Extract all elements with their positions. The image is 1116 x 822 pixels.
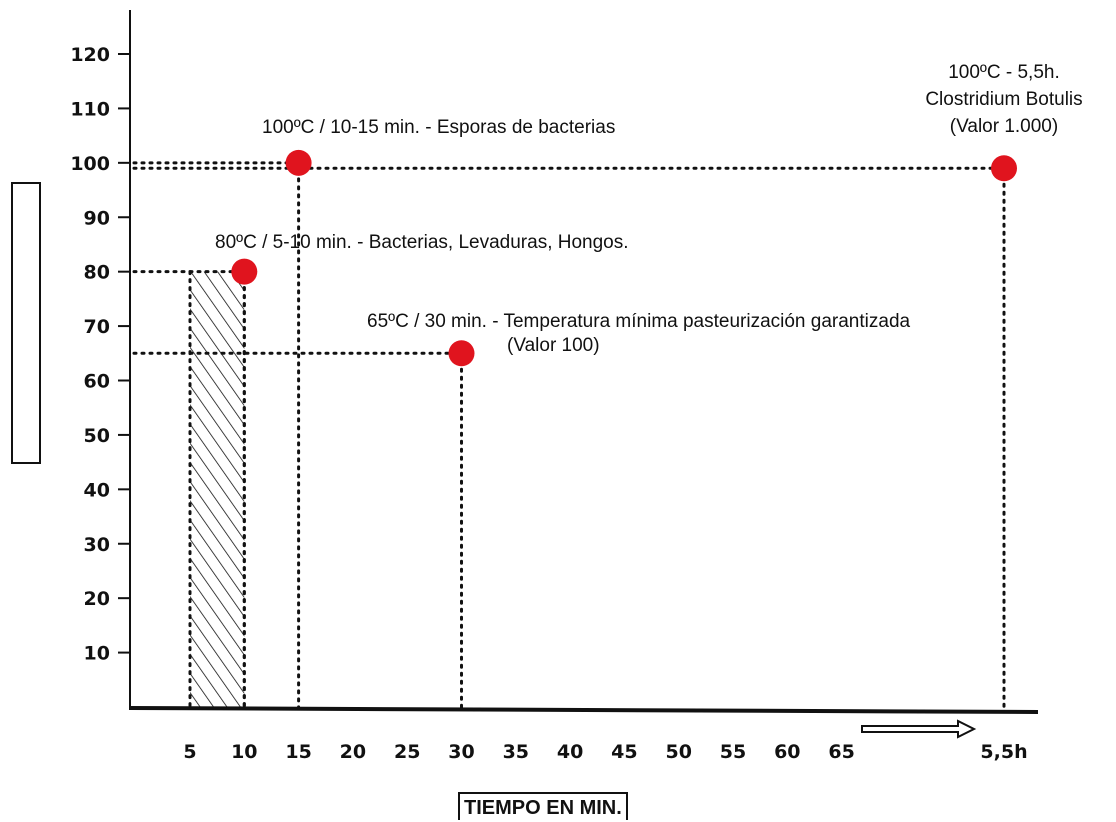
x-tick-label: 50 bbox=[665, 741, 691, 763]
x-tick-label: 10 bbox=[231, 741, 257, 763]
y-axis-label-box bbox=[11, 182, 41, 464]
y-tick-label: 70 bbox=[84, 316, 110, 338]
x-tick-label: 55 bbox=[720, 741, 746, 763]
y-tick-label: 80 bbox=[84, 262, 110, 284]
y-tick-label: 100 bbox=[70, 153, 110, 175]
x-axis-label: TIEMPO EN MIN. bbox=[458, 792, 628, 820]
y-tick-label: 90 bbox=[84, 207, 110, 229]
x-tick-label: 20 bbox=[340, 741, 366, 763]
annotation-text: 100ºC - 5,5h. bbox=[948, 62, 1060, 83]
annotation-text: (Valor 100) bbox=[507, 335, 600, 356]
y-tick-label: 10 bbox=[84, 643, 110, 665]
x-tick-label: 65 bbox=[828, 741, 854, 763]
y-tick-label: 60 bbox=[84, 371, 110, 393]
x-axis-arrow bbox=[861, 719, 977, 739]
x-tick-label: 40 bbox=[557, 741, 583, 763]
y-tick-label: 110 bbox=[70, 98, 110, 120]
x-tick-label: 5 bbox=[183, 741, 196, 763]
x-tick-label: 25 bbox=[394, 741, 420, 763]
data-point bbox=[991, 155, 1017, 182]
annotation-text: 65ºC / 30 min. - Temperatura mínima past… bbox=[367, 311, 911, 332]
x-tick-label: 45 bbox=[611, 741, 637, 763]
x-tick-label: 35 bbox=[503, 741, 529, 763]
x-tick-label: 5,5h bbox=[980, 741, 1027, 763]
data-point bbox=[285, 149, 312, 176]
x-axis bbox=[129, 706, 1039, 714]
x-tick-label: 30 bbox=[448, 741, 474, 763]
annotation-text: 80ºC / 5-10 min. - Bacterias, Levaduras,… bbox=[215, 232, 629, 253]
data-point bbox=[231, 258, 258, 285]
annotation-text: Clostridium Botulis bbox=[925, 89, 1082, 110]
y-tick-label: 50 bbox=[84, 425, 110, 447]
x-tick-label: 60 bbox=[774, 741, 800, 763]
data-point bbox=[448, 340, 475, 367]
x-tick-label: 15 bbox=[285, 741, 311, 763]
hatched-range bbox=[190, 271, 245, 710]
annotation-text: (Valor 1.000) bbox=[950, 116, 1058, 137]
y-tick-label: 30 bbox=[84, 534, 110, 556]
y-tick-label: 20 bbox=[84, 588, 110, 610]
y-tick-label: 40 bbox=[84, 479, 110, 501]
annotation-text: 100ºC / 10-15 min. - Esporas de bacteria… bbox=[262, 117, 615, 138]
y-tick-label: 120 bbox=[70, 44, 110, 66]
